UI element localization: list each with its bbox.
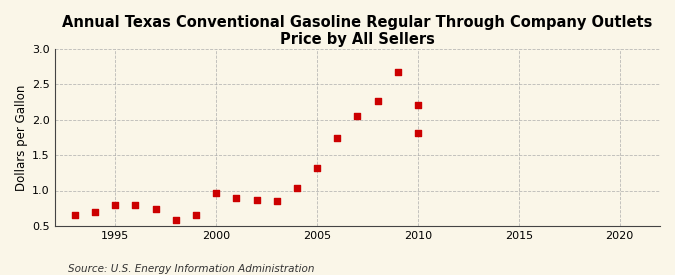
- Point: [312, 166, 323, 170]
- Y-axis label: Dollars per Gallon: Dollars per Gallon: [15, 84, 28, 191]
- Point: [292, 186, 302, 191]
- Point: [372, 98, 383, 103]
- Point: [412, 103, 423, 107]
- Point: [90, 210, 101, 214]
- Point: [151, 207, 161, 211]
- Point: [392, 69, 403, 74]
- Point: [211, 190, 221, 195]
- Title: Annual Texas Conventional Gasoline Regular Through Company Outlets Price by All : Annual Texas Conventional Gasoline Regul…: [62, 15, 653, 47]
- Point: [130, 202, 141, 207]
- Point: [190, 213, 201, 218]
- Point: [251, 198, 262, 203]
- Point: [412, 131, 423, 135]
- Point: [110, 203, 121, 208]
- Point: [231, 196, 242, 200]
- Point: [352, 114, 362, 118]
- Point: [70, 213, 80, 218]
- Point: [271, 199, 282, 203]
- Point: [170, 218, 181, 222]
- Text: Source: U.S. Energy Information Administration: Source: U.S. Energy Information Administ…: [68, 264, 314, 274]
- Point: [332, 136, 343, 140]
